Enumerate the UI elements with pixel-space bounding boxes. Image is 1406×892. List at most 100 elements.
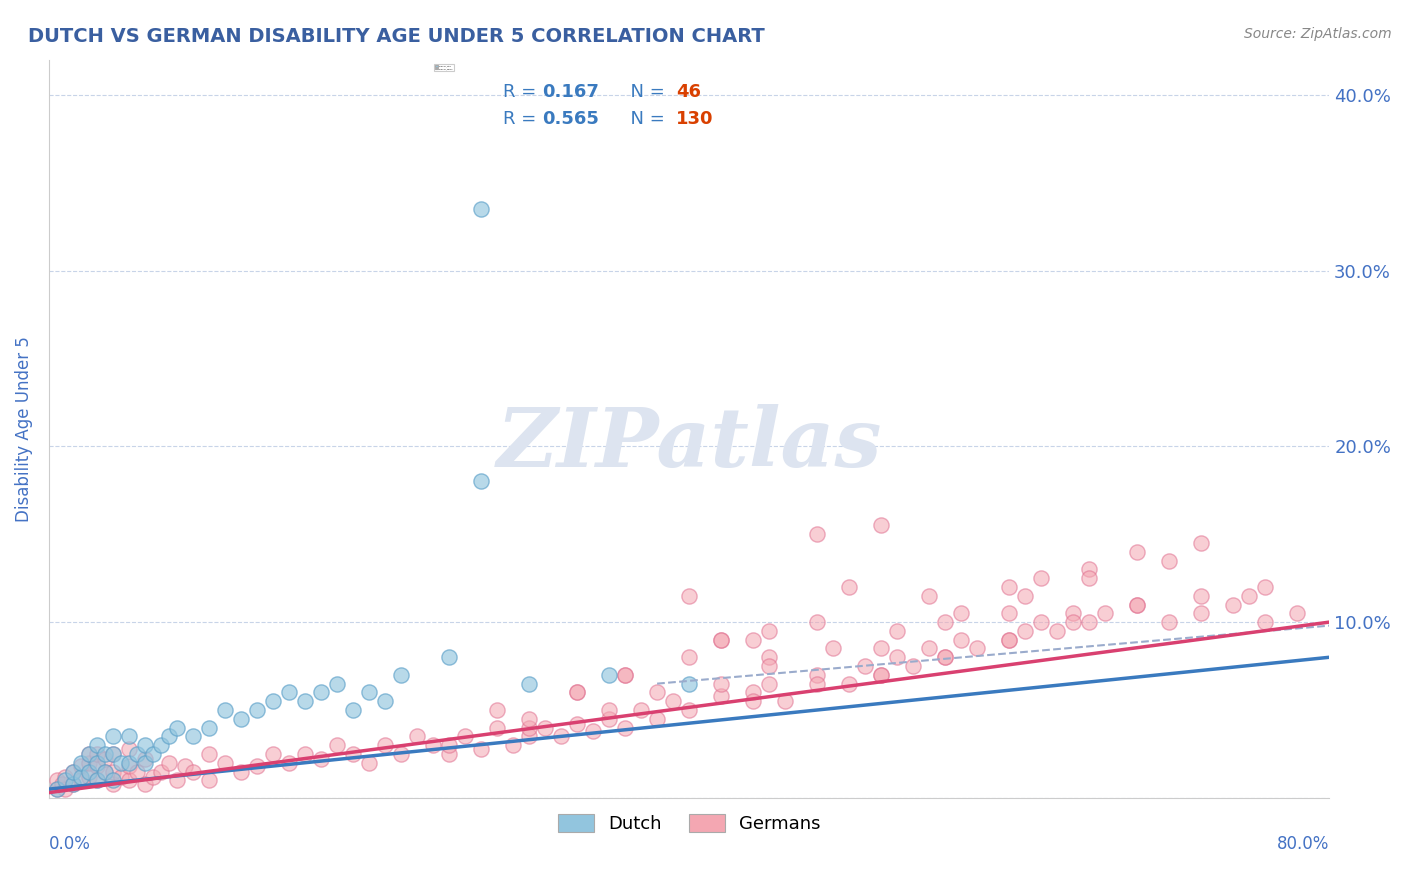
Y-axis label: Disability Age Under 5: Disability Age Under 5 (15, 335, 32, 522)
Text: 0.0%: 0.0% (49, 835, 91, 853)
Point (46, 773, 69, 788)
Point (565, 685, 588, 699)
Point (246, 703, 269, 717)
Point (198, 721, 221, 735)
Point (454, 730, 477, 744)
Point (534, 721, 557, 735)
Point (53, 770, 76, 784)
Point (86, 773, 108, 788)
Point (1078, 571, 1101, 585)
Point (134, 777, 156, 791)
Point (101, 764, 124, 779)
Point (142, 770, 165, 784)
Point (1254, 615, 1277, 629)
Point (118, 756, 141, 770)
Point (118, 759, 141, 773)
Point (294, 747, 316, 761)
Point (901, 659, 924, 673)
Point (565, 685, 588, 699)
Point (422, 738, 444, 752)
Text: R =: R = (503, 83, 543, 101)
Point (1062, 607, 1084, 621)
Point (357, 756, 380, 770)
Point (94, 752, 117, 766)
Point (1014, 589, 1036, 603)
Point (710, 676, 733, 690)
Point (1062, 615, 1084, 629)
Point (262, 694, 284, 708)
Point (1189, 536, 1212, 550)
Point (806, 615, 828, 629)
Point (77, 764, 100, 779)
Point (486, 703, 509, 717)
Point (101, 773, 124, 788)
Text: DUTCH VS GERMAN DISABILITY AGE UNDER 5 CORRELATION CHART: DUTCH VS GERMAN DISABILITY AGE UNDER 5 C… (28, 27, 765, 45)
Point (278, 756, 301, 770)
Point (46, 782, 69, 797)
Point (678, 589, 700, 603)
Text: 46: 46 (676, 83, 702, 101)
Text: 80.0%: 80.0% (1277, 835, 1329, 853)
Point (86, 773, 108, 788)
Point (77, 747, 100, 761)
Point (46, 782, 69, 797)
Point (374, 694, 396, 708)
Point (94, 747, 117, 761)
Point (157, 730, 180, 744)
Point (134, 756, 156, 770)
Point (710, 632, 733, 647)
Point (470, 741, 492, 756)
Point (998, 632, 1021, 647)
Point (326, 676, 349, 690)
Point (565, 717, 588, 731)
Point (62, 764, 84, 779)
Point (806, 668, 828, 682)
Point (1239, 589, 1261, 603)
Point (502, 738, 524, 752)
Point (181, 764, 204, 779)
Point (118, 741, 141, 756)
Point (710, 632, 733, 647)
Point (1094, 607, 1116, 621)
Point (150, 738, 173, 752)
Point (77, 770, 100, 784)
Point (470, 202, 492, 216)
Point (1254, 580, 1277, 594)
Point (934, 615, 956, 629)
Point (342, 703, 364, 717)
Point (326, 738, 349, 752)
Point (77, 756, 100, 770)
Point (214, 756, 236, 770)
Point (309, 685, 332, 699)
Point (101, 777, 124, 791)
Point (870, 668, 893, 682)
Point (998, 580, 1021, 594)
Point (870, 641, 893, 656)
Point (598, 703, 620, 717)
Point (886, 624, 908, 638)
Point (342, 747, 364, 761)
Point (870, 518, 893, 533)
Point (678, 703, 700, 717)
Point (134, 738, 156, 752)
Point (918, 641, 941, 656)
Point (125, 747, 148, 761)
Point (229, 712, 252, 726)
Point (166, 773, 188, 788)
Point (678, 676, 700, 690)
Point (678, 650, 700, 665)
Point (517, 676, 540, 690)
Text: 0.565: 0.565 (541, 110, 599, 128)
Point (806, 527, 828, 541)
Point (406, 730, 429, 744)
Point (62, 777, 84, 791)
Point (94, 764, 117, 779)
Point (598, 712, 620, 726)
Point (110, 756, 132, 770)
Point (710, 689, 733, 703)
Point (853, 659, 876, 673)
Point (101, 747, 124, 761)
Point (62, 764, 84, 779)
Point (645, 685, 668, 699)
Point (150, 764, 173, 779)
